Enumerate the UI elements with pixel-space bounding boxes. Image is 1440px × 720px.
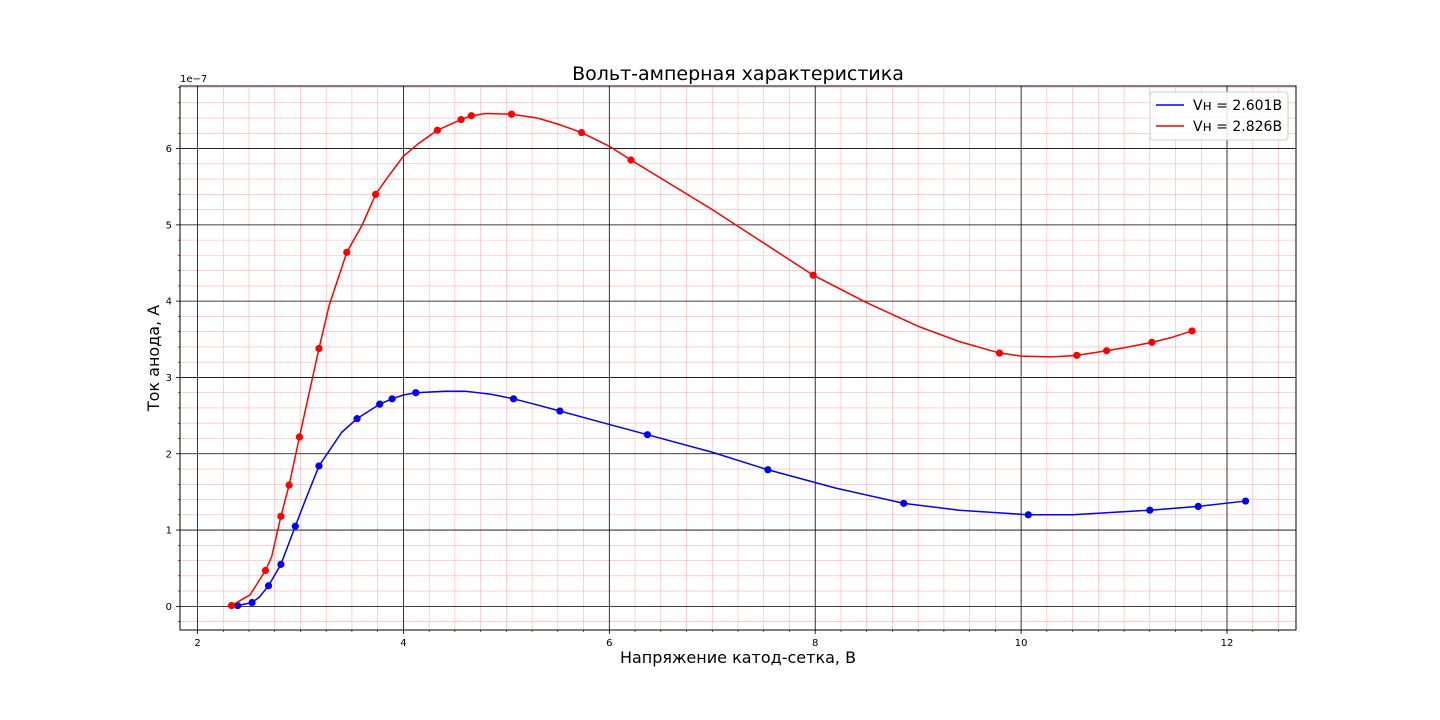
data-point-1 (900, 499, 908, 507)
data-point-2 (295, 433, 304, 441)
data-point-1 (388, 395, 396, 403)
data-point-2 (315, 344, 323, 353)
x-tick-label: 2 (194, 638, 200, 649)
chart-title: Вольт-амперная характеристика (572, 63, 904, 85)
minor-grid (180, 86, 1296, 630)
y-offset-label: 1e−7 (180, 74, 207, 85)
data-point-2 (227, 601, 236, 610)
legend: Vн = 2.601В Vн = 2.826В (1149, 91, 1289, 141)
data-point-1 (315, 462, 323, 470)
data-point-2 (995, 349, 1004, 357)
legend-box (1149, 91, 1289, 141)
data-point-2 (1188, 327, 1196, 335)
data-point-1 (277, 560, 285, 568)
data-point-2 (1073, 351, 1081, 359)
data-point-2 (343, 248, 351, 256)
data-point-2 (433, 126, 441, 134)
legend-label-2: Vн = 2.826В (1193, 119, 1282, 135)
data-point-1 (1024, 511, 1032, 519)
data-point-2 (1148, 338, 1156, 346)
major-grid (180, 86, 1296, 630)
data-point-1 (1194, 502, 1202, 510)
data-point-1 (412, 389, 420, 397)
data-point-1 (556, 407, 564, 415)
legend-label-1: Vн = 2.601В (1193, 98, 1282, 114)
data-point-2 (467, 112, 475, 120)
data-point-1 (264, 582, 273, 590)
y-tick-label: 6 (166, 144, 172, 155)
data-point-2 (285, 481, 293, 489)
y-tick-label: 0 (166, 602, 172, 613)
x-tick-label: 8 (812, 638, 818, 649)
data-point-2 (277, 512, 285, 520)
series-layer (227, 110, 1250, 610)
data-point-1 (509, 395, 518, 403)
data-point-2 (507, 110, 516, 118)
series-line-1 (237, 390, 1246, 607)
y-tick-label: 5 (166, 220, 172, 231)
data-point-2 (261, 566, 270, 575)
y-tick-label: 2 (166, 449, 172, 460)
data-point-2 (1102, 347, 1111, 355)
x-tick-label: 12 (1221, 638, 1234, 649)
data-point-1 (1146, 506, 1154, 514)
data-point-1 (376, 400, 384, 408)
data-point-1 (353, 415, 361, 423)
data-point-2 (809, 271, 817, 279)
y-axis-label: Ток анода, А (144, 305, 163, 412)
data-point-1 (1241, 497, 1250, 505)
data-point-1 (643, 431, 652, 439)
x-axis-label: Напряжение катод-сетка, В (620, 648, 856, 667)
data-point-1 (764, 466, 772, 474)
x-tick-label: 10 (1015, 638, 1028, 649)
y-tick-label: 1 (166, 526, 172, 537)
data-point-2 (372, 190, 380, 198)
data-point-2 (627, 156, 635, 164)
x-tick-label: 4 (400, 638, 406, 649)
y-tick-label: 3 (166, 373, 172, 384)
y-tick-label: 4 (166, 297, 172, 308)
data-point-2 (577, 128, 586, 137)
data-point-1 (248, 598, 256, 607)
data-point-2 (457, 115, 465, 124)
data-point-1 (291, 522, 299, 530)
x-tick-label: 6 (606, 638, 612, 649)
